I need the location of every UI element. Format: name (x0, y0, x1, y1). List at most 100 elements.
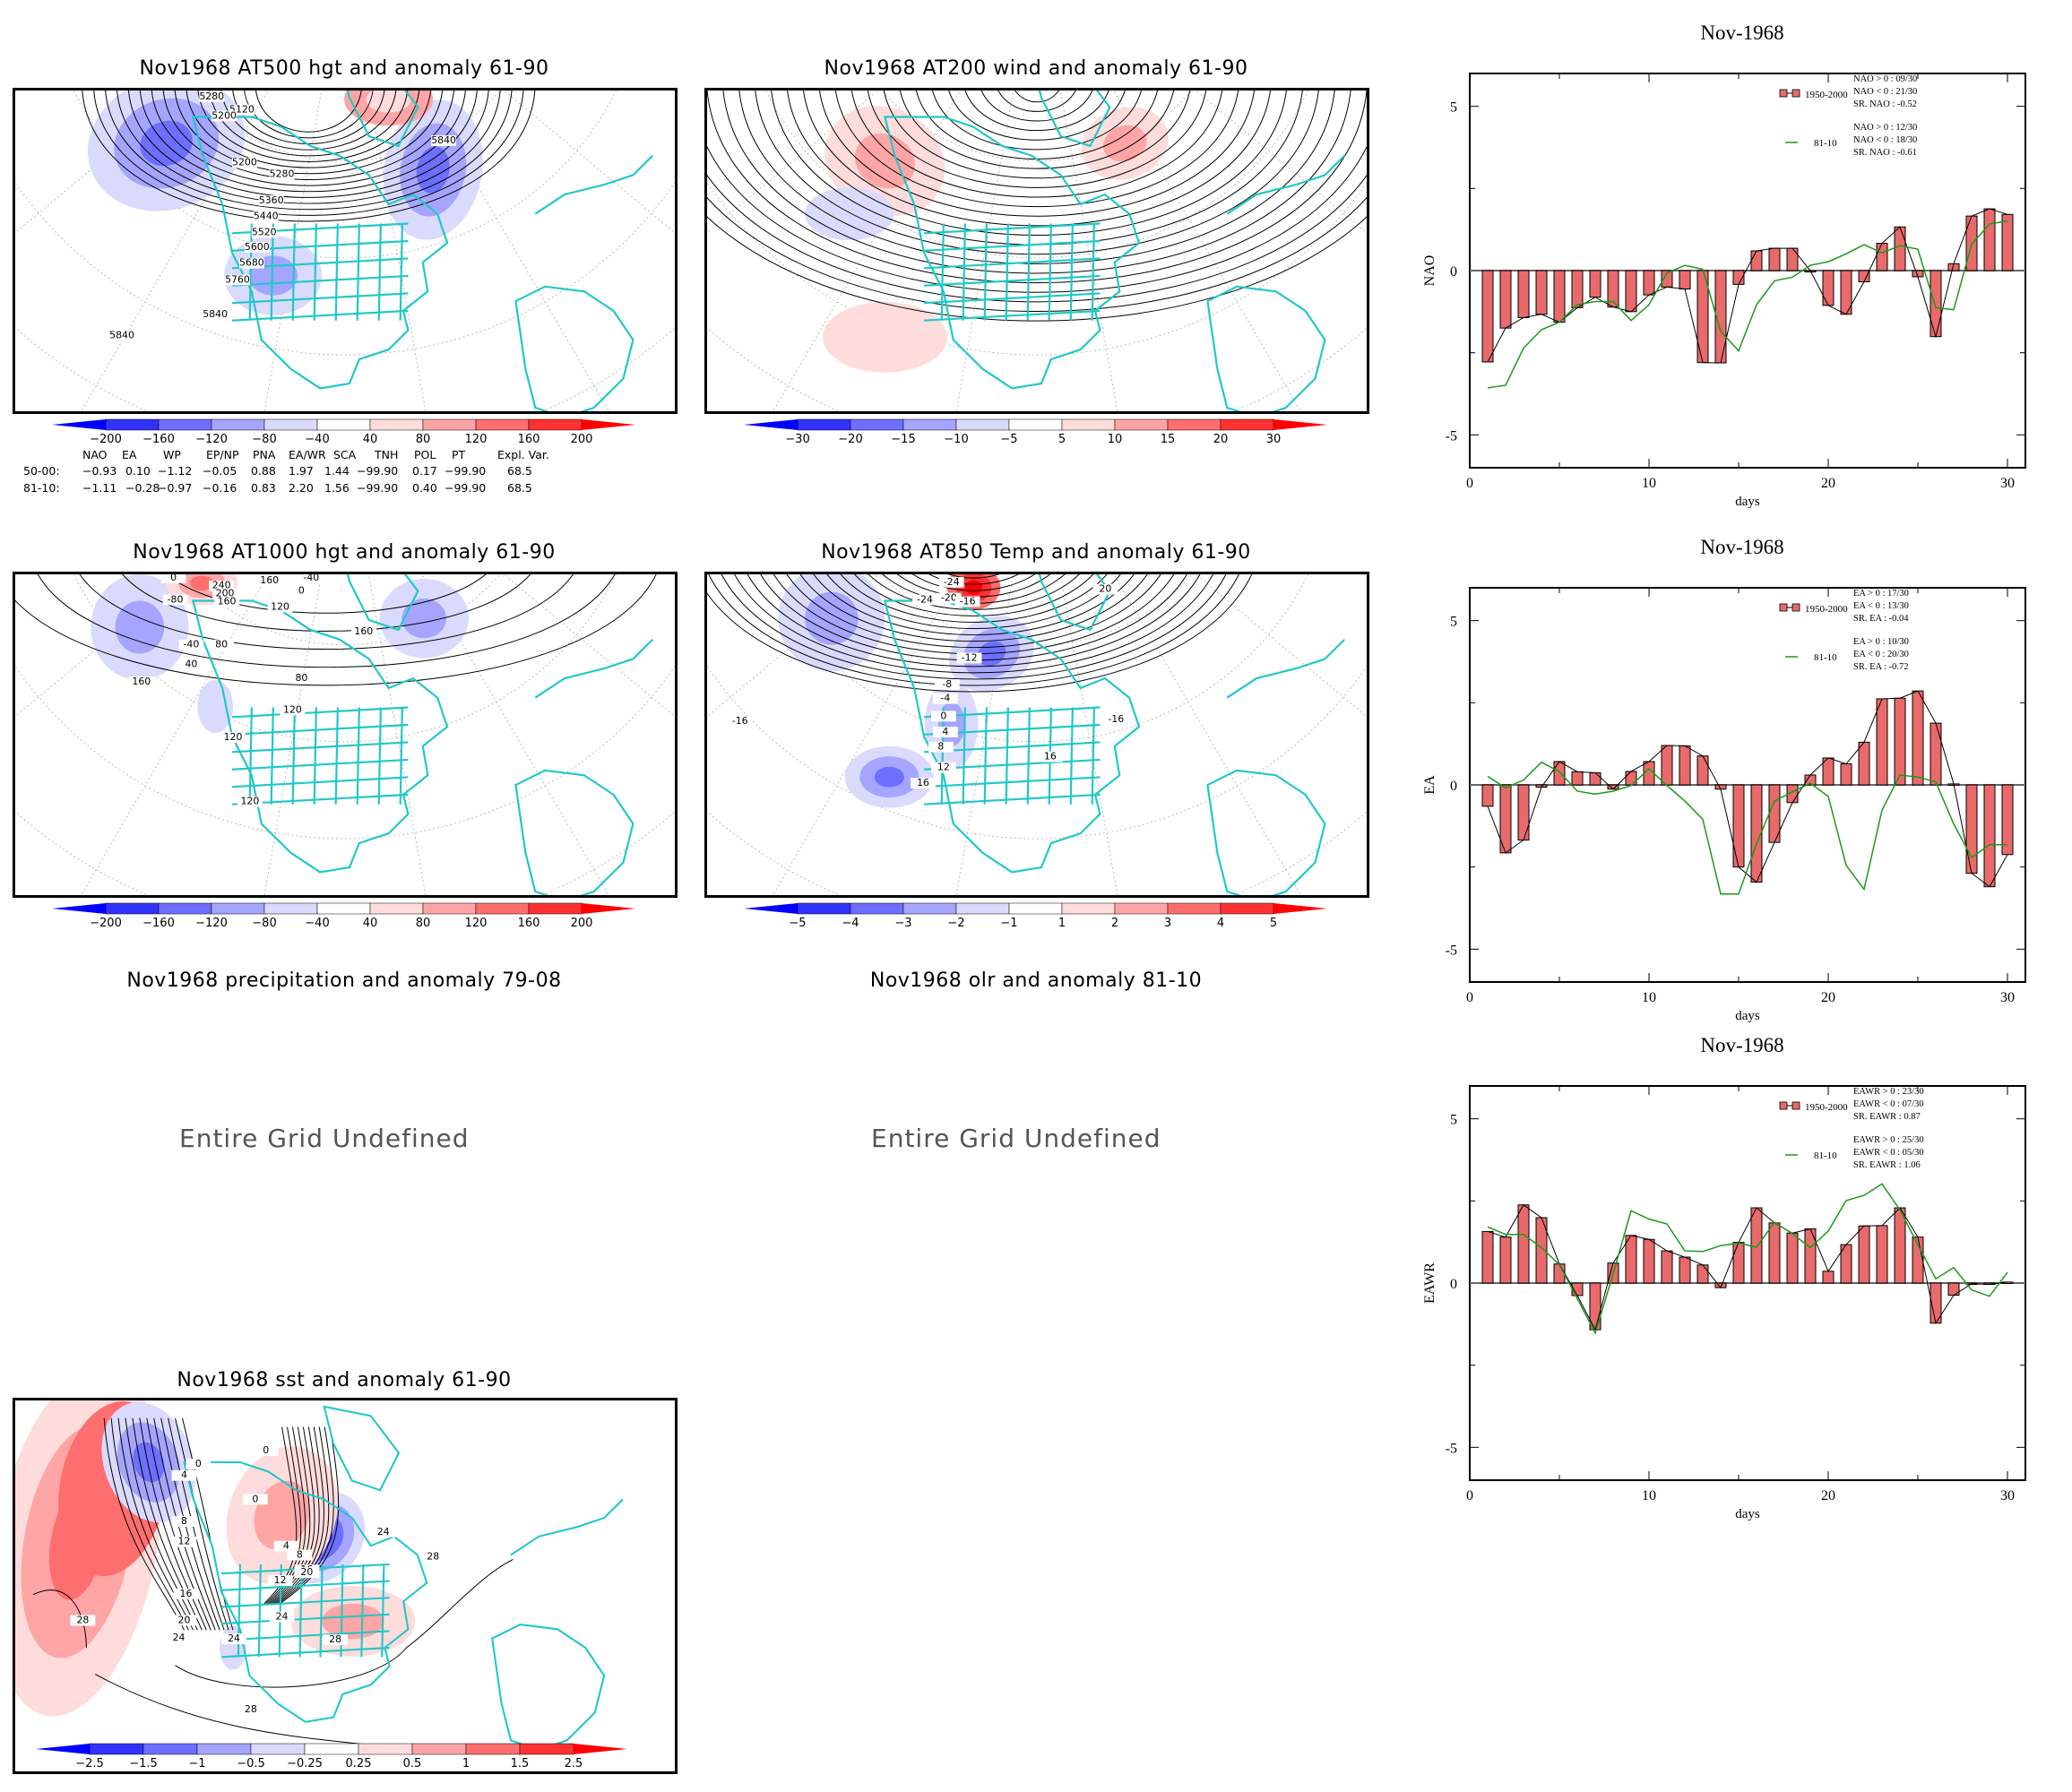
colorbar-swatch (304, 1743, 359, 1755)
bar-1950-2000 (1768, 1222, 1781, 1284)
colorbar-swatch (411, 1743, 467, 1755)
bar-1950-2000 (1499, 1236, 1512, 1284)
contour-label: 28 (76, 1614, 89, 1625)
colorbar-swatch (142, 1743, 198, 1755)
bar-1950-2000 (1696, 1264, 1709, 1284)
colorbar-tick-label: 5 (1058, 433, 1066, 446)
y-tick-label: -5 (1446, 428, 1457, 444)
legend-swatch-bar (1779, 89, 1788, 98)
colorbar-swatch (1061, 418, 1116, 431)
contour-label: 28 (427, 1550, 439, 1562)
ea-chart-title: Nov-1968 (1700, 536, 1784, 558)
table-cell: 0.88 (251, 464, 276, 478)
table-cell: 0.10 (125, 464, 151, 478)
line-1950-2000 (1487, 208, 2008, 364)
table-cell: −0.05 (203, 464, 237, 478)
colorbar-swatch (1167, 902, 1222, 915)
contour-label: 240 (212, 580, 231, 591)
colorbar-tick-label: 2.5 (565, 1757, 583, 1770)
bar-1950-2000 (1553, 270, 1566, 323)
table-cell: −0.97 (158, 481, 193, 495)
colorbar-svg: −200 −160 −120 −80 −40 40 80 120 160 200 (52, 418, 635, 446)
contour-label: 5600 (245, 241, 270, 253)
colorbar-swatch (105, 418, 160, 431)
colorbar-tick-label: −80 (252, 433, 276, 446)
bar-1950-2000 (1876, 698, 1888, 786)
map-title-at1000: Nov1968 AT1000 hgt and anomaly 61-90 (133, 541, 556, 564)
colorbar-swatch (902, 418, 957, 431)
legend-label: 81-10 (1814, 652, 1837, 663)
contour-label: 0 (170, 574, 177, 583)
map-at1000: 0 240 200 160 160 -40 0 -80 120 160 -40 80 40 80 160 12… (13, 572, 678, 898)
nao-chart: 0 10 20 30 5 0 -5 days NAO 1950-2000 81-10 NAO > 0 … (1422, 73, 2026, 509)
coastlines (191, 574, 653, 895)
contour-label: 5840 (109, 329, 134, 340)
bar-1950-2000 (1535, 270, 1548, 315)
bar-1950-2000 (1661, 745, 1673, 786)
colorbar-arrow-high (574, 1744, 627, 1754)
bar-1950-2000 (1930, 270, 1942, 338)
colorbar-tick-label: 20 (1213, 433, 1229, 446)
legend-stat: EAWR > 0 : 25/30 (1853, 1135, 1924, 1145)
contour-label: 24 (228, 1633, 240, 1644)
contour-label: 8 (937, 741, 944, 753)
colorbar-at200: −30 −20 −15 −10 −5 5 10 15 20 30 (744, 418, 1336, 452)
contour-label: 5680 (239, 257, 264, 269)
colorbar-swatch (955, 902, 1010, 915)
contour-label: 5280 (199, 90, 224, 102)
map-title-at200: Nov1968 AT200 wind and anomaly 61-90 (824, 57, 1248, 80)
bar-1950-2000 (1517, 1204, 1530, 1284)
table-header: WP (163, 448, 181, 461)
map-title-sst: Nov1968 sst and anomaly 61-90 (177, 1369, 512, 1391)
contour-lines (707, 574, 1253, 693)
colorbar-swatch (158, 418, 212, 431)
colorbar-swatch (211, 902, 265, 915)
colorbar-tick-label: −1 (1000, 917, 1017, 930)
bar-1950-2000 (1768, 247, 1781, 271)
colorbar-tick-label: −120 (195, 917, 228, 930)
bar-1950-2000 (1589, 771, 1601, 786)
colorbar-swatch (1008, 418, 1063, 431)
bar-1950-2000 (1858, 270, 1870, 282)
bar-1950-2000 (1786, 1232, 1799, 1284)
bar-1950-2000 (1786, 247, 1799, 271)
colorbar-svg: −2.5 −1.5 −1 −0.5 −0.25 0.25 0.5 1 1.5 2.5 (36, 1743, 627, 1770)
colorbar-tick-label: 200 (571, 433, 593, 446)
colorbar-swatch (89, 1743, 144, 1755)
colorbar-swatch (797, 418, 851, 431)
colorbar-tick-label: 40 (363, 433, 378, 446)
contour-label: 5280 (270, 168, 295, 179)
colorbar-swatch (475, 902, 530, 915)
y-axis-label: NAO (1422, 255, 1437, 287)
line-1950-2000 (1487, 690, 2008, 888)
graticule (15, 574, 675, 895)
y-tick-label: -5 (1446, 943, 1457, 958)
colorbar-tick-label: −200 (90, 433, 122, 446)
bar-1950-2000 (1499, 270, 1512, 329)
contour-label: 20 (178, 1614, 191, 1625)
legend-label: 1950-2000 (1805, 90, 1848, 100)
colorbar-tick-label: −2.5 (75, 1757, 104, 1770)
bar-1950-2000 (1822, 1271, 1835, 1284)
map-at200 (704, 88, 1369, 414)
table-cell: −99.90 (357, 481, 399, 495)
line-81-10 (1487, 761, 2007, 895)
y-tick-label: 5 (1450, 615, 1457, 630)
colorbar-at500: −200 −160 −120 −80 −40 40 80 120 160 200 (52, 418, 644, 452)
bar-1950-2000 (1894, 1207, 1906, 1284)
legend-label: 81-10 (1814, 1150, 1837, 1161)
colorbar-tick-label: 1.5 (511, 1757, 530, 1770)
y-tick-label: -5 (1446, 1441, 1457, 1456)
x-tick-label: 10 (1642, 476, 1656, 491)
contour-label: 24 (276, 1610, 289, 1622)
colorbar-at850: −5 −4 −3 −2 −1 1 2 3 4 5 (744, 902, 1336, 935)
table-header: PT (452, 448, 466, 461)
bar-1950-2000 (1858, 1225, 1870, 1284)
legend-label: 1950-2000 (1805, 604, 1848, 615)
anomaly-shading (290, 1586, 416, 1657)
x-tick-label: 10 (1642, 1488, 1656, 1503)
contour-label: 40 (185, 658, 197, 669)
colorbar-tick-label: 15 (1161, 433, 1176, 446)
